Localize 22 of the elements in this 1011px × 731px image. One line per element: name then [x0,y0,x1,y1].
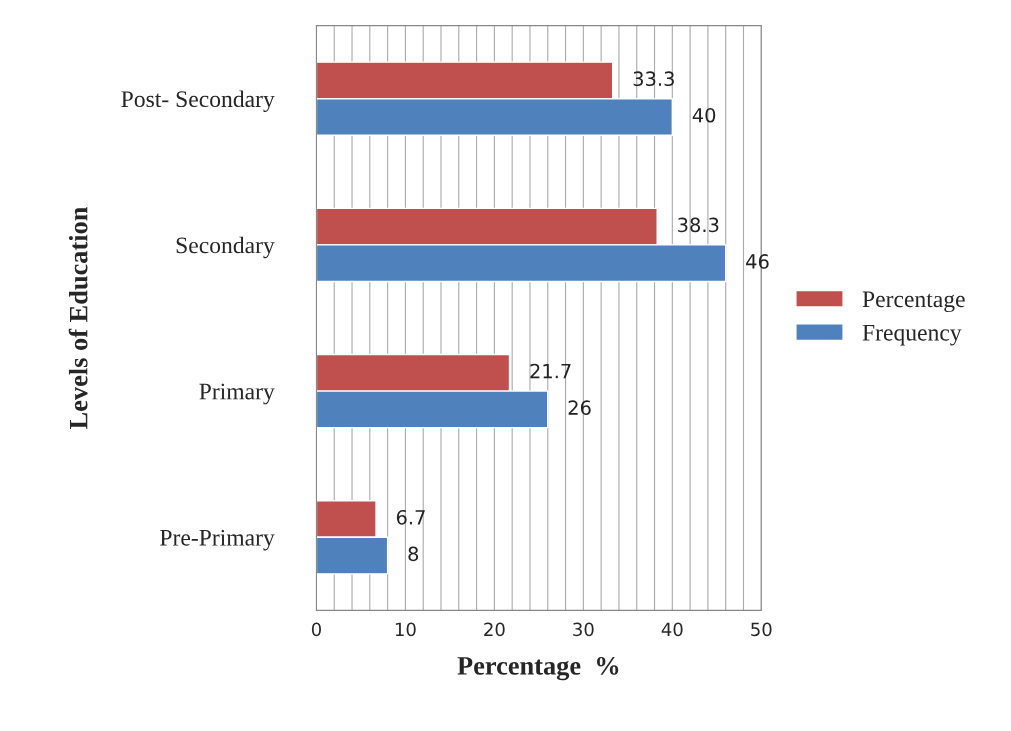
legend-label: Percentage [862,291,965,313]
x-tick-label: 20 [484,622,505,637]
y-tick-label: Secondary [176,236,275,259]
data-label: 8 [408,546,419,562]
data-label: 33.3 [633,71,674,87]
x-tick-label: 0 [311,622,321,637]
data-label: 38.3 [678,217,719,233]
legend-label: Frequency [862,324,962,346]
data-label: 21.7 [530,363,571,379]
x-tick-label: 10 [395,622,416,637]
data-label: 26 [568,400,591,415]
y-tick-label: Primary [199,383,275,405]
y-axis-title: Levels of Education [68,206,88,429]
data-label: 46 [746,254,769,269]
y-tick-label: Post- Secondary [121,90,275,112]
x-axis-title: Percentage % [457,656,619,681]
x-tick-label: 50 [751,622,772,637]
x-tick-label: 40 [661,622,683,637]
data-label: 6.7 [396,509,425,525]
x-tick-label: 30 [573,622,594,637]
data-label: 40 [692,107,716,123]
y-tick-label: Pre-Primary [160,529,275,551]
